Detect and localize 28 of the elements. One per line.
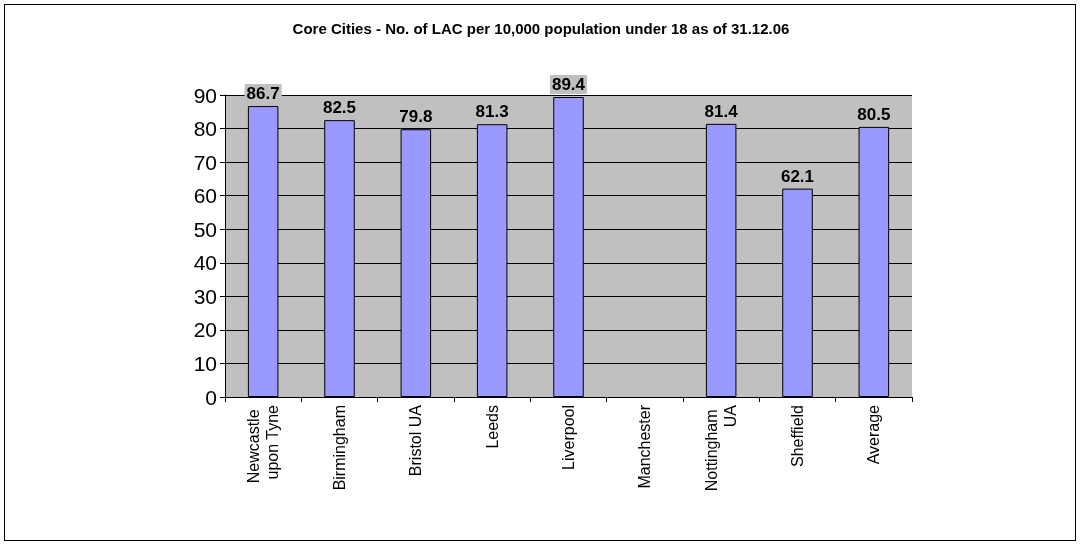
x-tick-label: Liverpool xyxy=(560,405,577,470)
y-tick-label: 0 xyxy=(205,385,217,409)
y-tick-label: 40 xyxy=(193,251,217,275)
x-tick-label: Manchester xyxy=(636,404,654,489)
y-tick-label: 80 xyxy=(193,117,217,141)
x-tick-label: Nottingham UA xyxy=(703,404,740,492)
data-label: 89.4 xyxy=(551,75,586,95)
x-tick-label: Newcastle upon Tyne xyxy=(245,404,282,484)
data-label: 80.5 xyxy=(857,104,891,124)
x-tick-label: Sheffield xyxy=(789,405,806,467)
data-label: 86.7 xyxy=(246,84,280,104)
y-tick-label: 70 xyxy=(193,150,217,174)
chart-title: Core Cities - No. of LAC per 10,000 population under 18 as of 31.12.06 xyxy=(292,20,790,37)
y-tick-label: 20 xyxy=(193,318,217,342)
y-tick-label: 10 xyxy=(193,351,217,375)
data-label: 62.1 xyxy=(780,166,815,186)
data-label: 79.8 xyxy=(399,107,433,127)
x-tick-label: Leeds xyxy=(483,405,501,449)
data-label: 81.4 xyxy=(704,101,739,121)
y-tick-label: 50 xyxy=(193,217,217,241)
data-label: 81.3 xyxy=(475,102,509,122)
data-label: 82.5 xyxy=(322,98,357,118)
x-tick-label: Average xyxy=(865,404,883,465)
y-tick-label: 60 xyxy=(193,184,217,208)
x-tick-label: Bristol UA xyxy=(407,404,425,477)
y-tick-label: 30 xyxy=(193,284,217,308)
y-tick-label: 90 xyxy=(193,83,217,107)
x-tick-label: Birmingham xyxy=(331,405,348,491)
